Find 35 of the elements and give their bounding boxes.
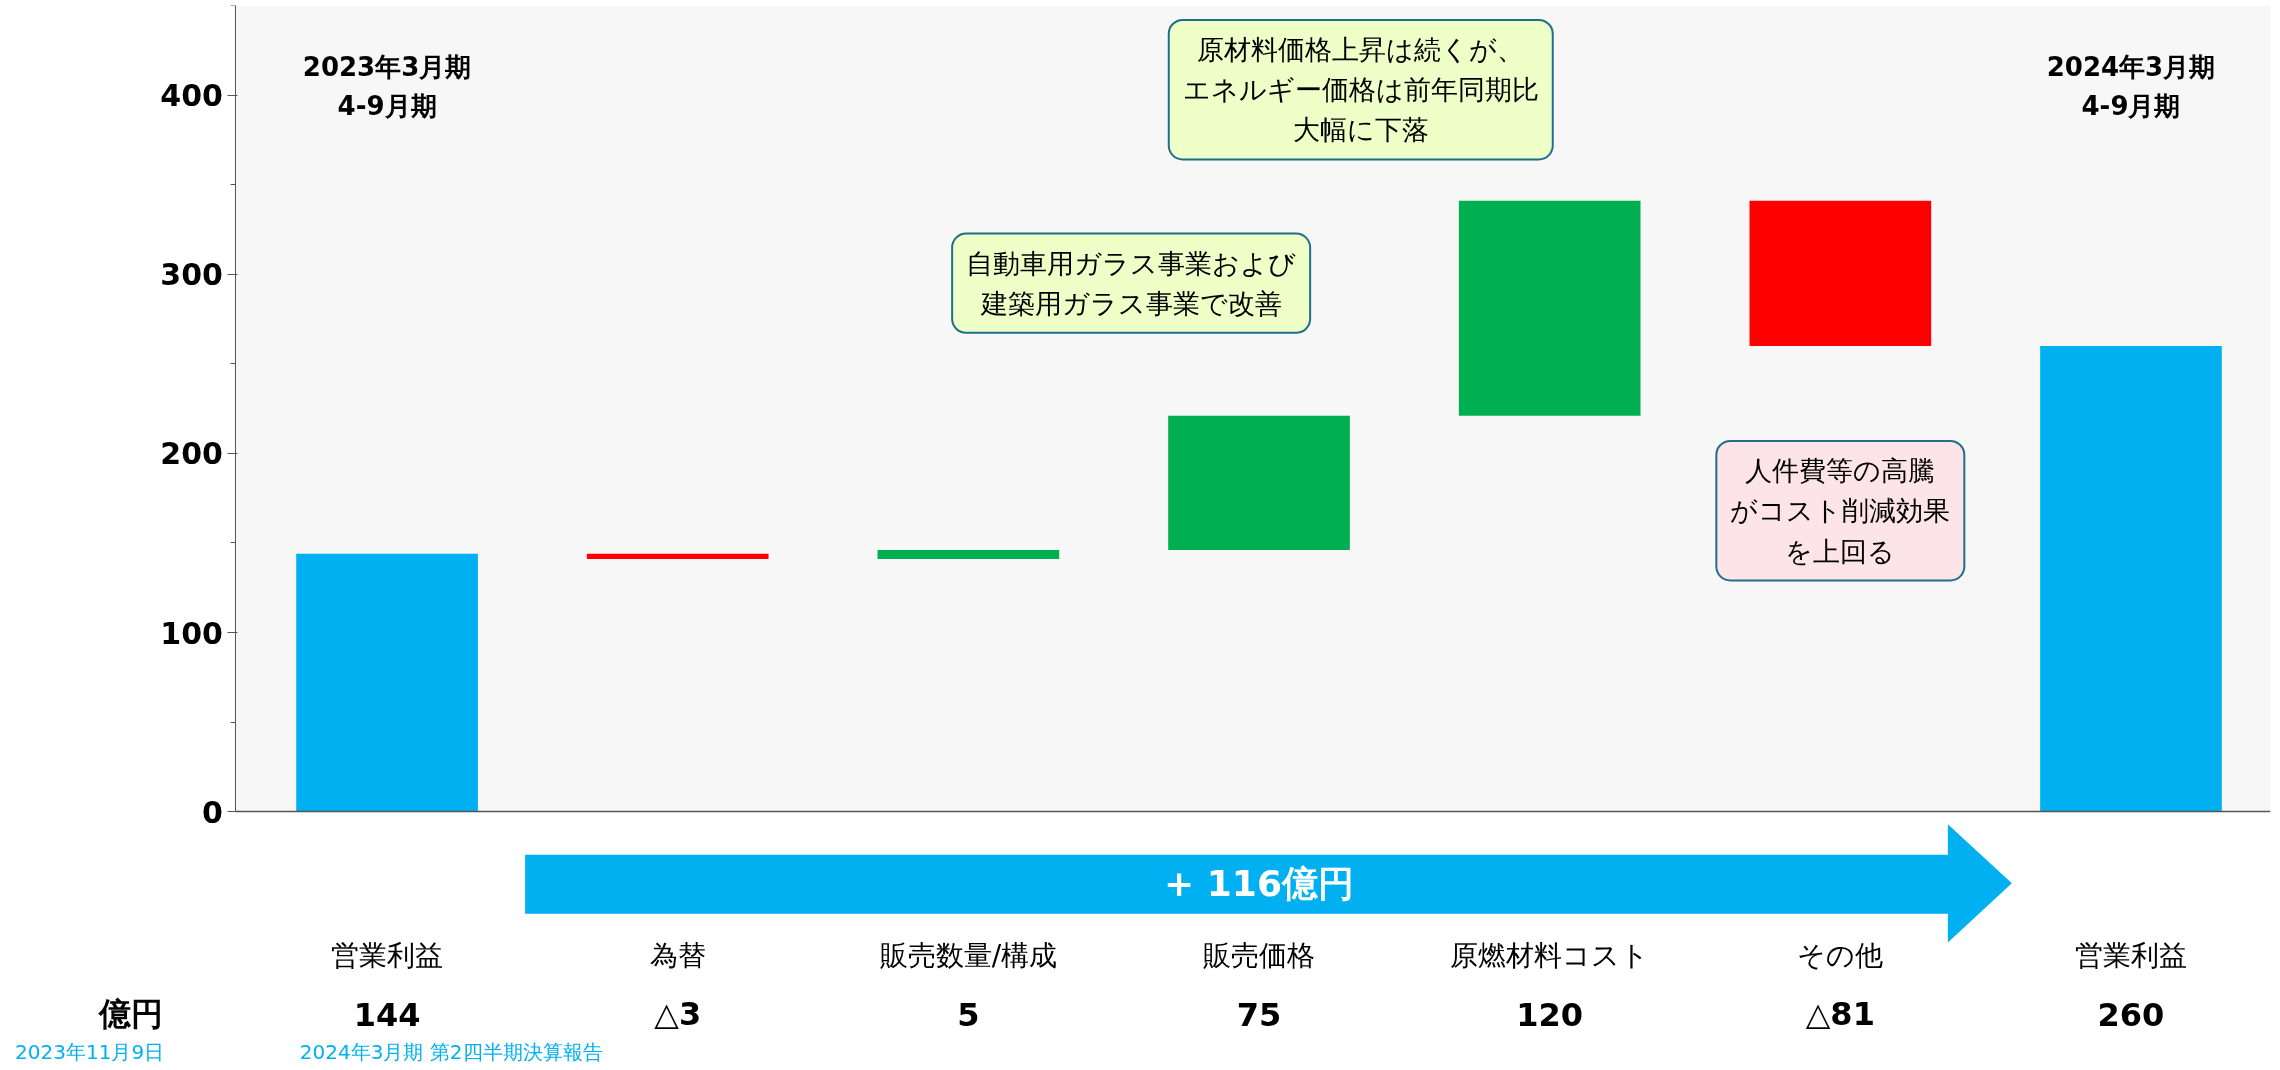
bar (1458, 200, 1641, 416)
text: + 116億円 (1164, 862, 1354, 904)
x-tick-label: その他 (1797, 938, 1884, 972)
bar (1168, 415, 1350, 551)
text: 2024年3月期 第2四半期決算報告 (299, 1039, 603, 1064)
data-label: 144 (353, 995, 421, 1034)
y-tick-label: 200 (160, 436, 223, 472)
bar (877, 550, 1060, 560)
x-tick-label: 為替 (649, 938, 706, 972)
data-label: 120 (1516, 995, 1584, 1034)
text: 億円 (98, 995, 164, 1034)
annotation: 2023年3月期 4-9月期 (302, 51, 472, 121)
x-tick-label: 営業利益 (2074, 938, 2187, 972)
x-tick-label: 販売数量/構成 (879, 938, 1058, 972)
bar (1749, 200, 1932, 346)
y-tick-label: 100 (160, 615, 223, 651)
x-tick-label: 営業利益 (331, 938, 444, 972)
annotation: 原材料価格上昇は続くが、エネルギー価格は前年同期比大幅に下落 (1182, 33, 1539, 146)
data-label: 260 (2097, 995, 2165, 1034)
annotation: 2024年3月期 4-9月期 (2046, 51, 2216, 121)
bar (296, 553, 478, 812)
text: 2023年11月9日 (15, 1039, 165, 1064)
annotation: 人件費等の高騰がコスト削減効果を上回る (1730, 454, 1951, 567)
y-tick-label: 0 (202, 794, 223, 830)
x-tick-label: 販売価格 (1203, 938, 1316, 972)
bar (2040, 345, 2222, 812)
x-tick-label: 原燃材料コスト (1450, 938, 1650, 972)
y-tick-label: 400 (160, 78, 223, 114)
data-label: △81 (1805, 995, 1875, 1034)
data-label: △3 (654, 995, 702, 1034)
y-tick-label: 300 (160, 257, 223, 293)
annotation: 自動車用ガラス事業および建築用ガラス事業で改善 (966, 247, 1297, 319)
bar (586, 553, 769, 560)
data-label: 75 (1236, 995, 1282, 1034)
data-label: 5 (957, 995, 980, 1034)
